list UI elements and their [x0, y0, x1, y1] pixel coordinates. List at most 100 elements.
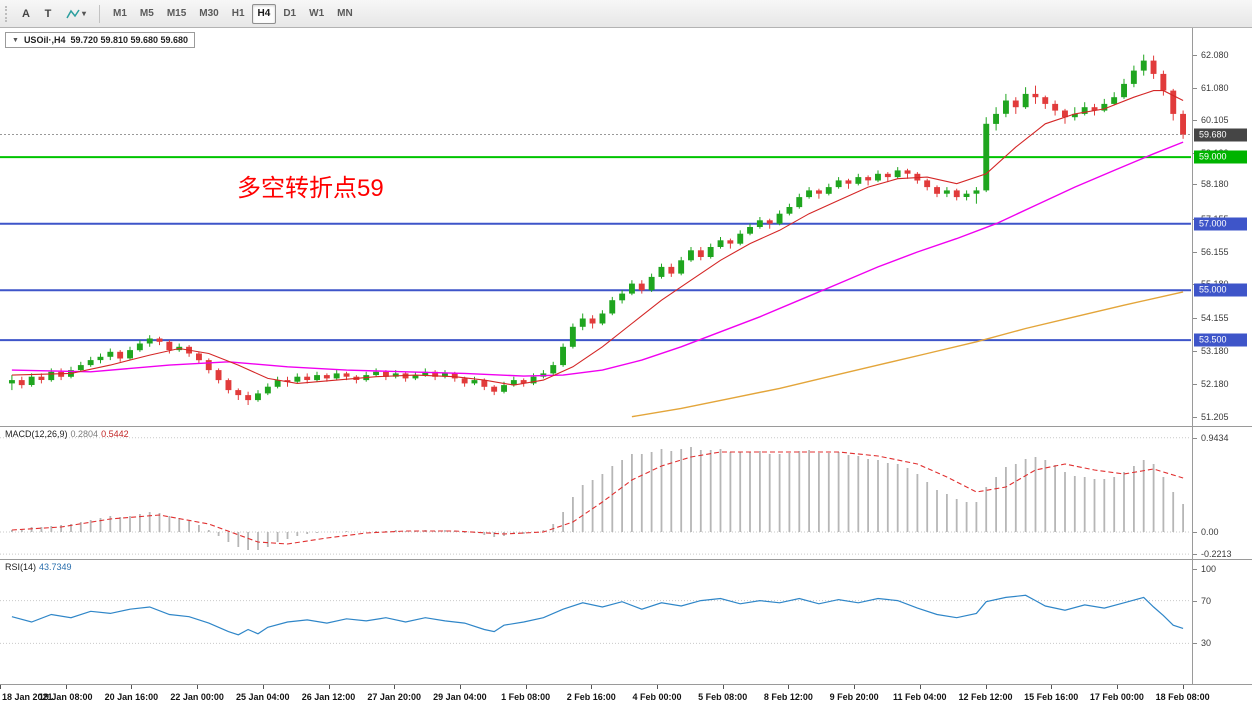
axis-tickmark [1193, 643, 1197, 645]
axis-tickmark [1193, 384, 1197, 386]
axis-tick-label: 70 [1201, 595, 1212, 606]
time-label: 4 Feb 00:00 [632, 692, 682, 702]
candlestick-series [9, 54, 1186, 405]
toolbar-separator [99, 4, 101, 23]
macd-canvas[interactable] [0, 427, 1191, 559]
time-label: 18 Jan 2021 [2, 692, 53, 702]
time-tickmark [65, 685, 67, 689]
toolbar-button-a[interactable]: A [16, 4, 36, 24]
price-badge-57.000: 57.000 [1194, 217, 1247, 231]
panel-divider[interactable] [0, 684, 1252, 685]
axis-tick-label: 30 [1201, 638, 1212, 649]
main-chart-canvas[interactable]: 多空转折点59 [0, 28, 1191, 426]
axis-tick-label: 100 [1201, 563, 1217, 574]
timeframe-w1[interactable]: W1 [303, 4, 330, 24]
axis-tick-label: 61.080 [1201, 82, 1229, 93]
rsi-axis[interactable]: 100 70 30 [1192, 560, 1252, 684]
macd-name: MACD(12,26,9) [5, 429, 68, 439]
time-label: 8 Feb 12:00 [763, 692, 813, 702]
time-label: 5 Feb 08:00 [698, 692, 748, 702]
rsi-line [11, 594, 1184, 636]
rsi-panel[interactable]: RSI(14) 43.7349 100 70 30 [0, 560, 1252, 684]
zigzag-line-icon [66, 9, 80, 18]
timeframe-m1[interactable]: M1 [107, 4, 133, 24]
timeframe-m5[interactable]: M5 [134, 4, 160, 24]
time-label: 19 Jan 08:00 [38, 692, 93, 702]
dropdown-triangle-icon: ▼ [12, 36, 19, 44]
time-tickmark [525, 685, 527, 689]
axis-tickmark [1193, 554, 1197, 556]
time-tickmark [131, 685, 133, 689]
axis-tickmark [1193, 87, 1197, 89]
time-tickmark [1182, 685, 1184, 689]
time-tickmark [262, 685, 264, 689]
axis-tick-label: 56.155 [1201, 246, 1229, 257]
time-label: 11 Feb 04:00 [893, 692, 947, 702]
timeframe-m15[interactable]: M15 [161, 4, 192, 24]
time-label: 27 Jan 20:00 [367, 692, 421, 702]
rsi-value: 43.7349 [39, 562, 72, 572]
panel-divider[interactable] [0, 426, 1252, 427]
axis-tickmark [1193, 318, 1197, 320]
time-tickmark [854, 685, 856, 689]
axis-tick-label: 58.180 [1201, 179, 1229, 190]
macd-label: MACD(12,26,9) 0.2804 0.5442 [5, 429, 129, 439]
macd-axis[interactable]: 0.9434 0.00 -0.2213 [1192, 427, 1252, 559]
timeframe-m30[interactable]: M30 [193, 4, 224, 24]
macd-panel[interactable]: MACD(12,26,9) 0.2804 0.5442 0.9434 0.00 -0.2… [0, 427, 1252, 559]
toolbar-button-t[interactable]: T [38, 4, 58, 24]
timeframe-mn[interactable]: MN [331, 4, 359, 24]
time-tickmark [919, 685, 921, 689]
time-axis[interactable]: 18 Jan 2021 19 Jan 08:00 20 Jan 16:00 22 Ja… [0, 685, 1252, 711]
panel-divider[interactable] [0, 559, 1252, 560]
price-badge-53.500: 53.500 [1194, 333, 1247, 347]
main-chart-panel[interactable]: 多空转折点59 ▼ USOil·,H4 59.720 59.810 59.680… [0, 28, 1252, 426]
axis-tickmark [1193, 350, 1197, 352]
axis-tick-label: 60.105 [1201, 115, 1229, 126]
axis-tickmark [1193, 416, 1197, 418]
toolbar: A T ▾ M1 M5 M15 M30 H1 H4 D1 W1 MN [0, 0, 1252, 28]
macd-value-signal: 0.5442 [101, 429, 129, 439]
axis-tick-label: 54.155 [1201, 313, 1229, 324]
toolbar-drag-handle[interactable] [5, 5, 10, 22]
chart-window: 多空转折点59 ▼ USOil·,H4 59.720 59.810 59.680… [0, 28, 1252, 711]
axis-tick-label: 52.180 [1201, 379, 1229, 390]
time-tickmark [1051, 685, 1053, 689]
ma-red-line [11, 90, 1184, 386]
macd-histogram [10, 447, 1184, 550]
time-tickmark [985, 685, 987, 689]
axis-tickmark [1193, 54, 1197, 56]
symbol-name: USOil·,H4 [23, 35, 66, 45]
ma-orange-line [631, 291, 1184, 418]
price-badge-59.680: 59.680 [1194, 128, 1247, 141]
rsi-label: RSI(14) 43.7349 [5, 562, 72, 572]
ma-magenta-line [11, 141, 1184, 377]
timeframe-h1[interactable]: H1 [226, 4, 251, 24]
time-label: 22 Jan 00:00 [170, 692, 224, 702]
rsi-canvas[interactable] [0, 560, 1191, 684]
axis-tickmark [1193, 251, 1197, 253]
timeframe-group: M1 M5 M15 M30 H1 H4 D1 W1 MN [107, 3, 359, 24]
rsi-name: RSI(14) [5, 562, 37, 572]
time-tickmark [394, 685, 396, 689]
time-label: 9 Feb 20:00 [829, 692, 879, 702]
macd-value-main: 0.2804 [70, 429, 99, 439]
timeframe-d1[interactable]: D1 [277, 4, 302, 24]
time-label: 12 Feb 12:00 [958, 692, 1013, 702]
time-label: 20 Jan 16:00 [104, 692, 159, 702]
chart-annotation[interactable]: 多空转折点59 [237, 175, 384, 202]
price-axis[interactable]: 62.08061.08060.10559.13058.18057.15556.1… [1192, 28, 1252, 426]
axis-tick-label: 62.080 [1201, 49, 1229, 60]
symbol-info-box[interactable]: ▼ USOil·,H4 59.720 59.810 59.680 59.680 [5, 32, 196, 48]
axis-tick-label: 53.180 [1201, 345, 1229, 356]
axis-tickmark [1193, 600, 1197, 602]
chevron-down-icon: ▾ [82, 9, 87, 18]
price-badge-59.000: 59.000 [1194, 150, 1247, 164]
time-label: 1 Feb 08:00 [501, 692, 551, 702]
ohlc-values: 59.720 59.810 59.680 59.680 [70, 35, 189, 45]
axis-tick-label: 0.9434 [1201, 432, 1229, 443]
timeframe-h4[interactable]: H4 [251, 3, 277, 24]
line-style-dropdown[interactable]: ▾ [60, 4, 92, 24]
axis-tick-label: 51.205 [1201, 411, 1229, 422]
time-tickmark [328, 685, 330, 689]
